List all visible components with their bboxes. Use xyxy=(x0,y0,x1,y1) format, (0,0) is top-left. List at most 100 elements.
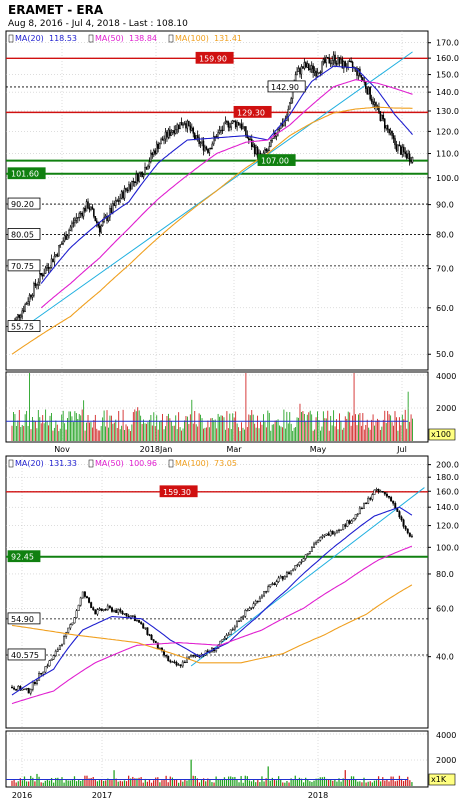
candle-body xyxy=(68,230,70,236)
level-label-box xyxy=(159,485,198,498)
candle-body xyxy=(165,654,168,657)
candle-body xyxy=(52,258,54,263)
candle-body xyxy=(50,258,53,268)
candle-body xyxy=(321,61,323,73)
candle-body xyxy=(230,123,233,128)
candle-body xyxy=(148,634,151,636)
candle-body xyxy=(152,639,155,642)
level-label: 54.90 xyxy=(11,615,34,624)
ma50-line xyxy=(11,545,413,705)
candle-body xyxy=(129,615,132,618)
candle-body xyxy=(340,529,343,531)
candle-body xyxy=(242,616,245,619)
candle-body xyxy=(373,489,376,495)
candle-body xyxy=(75,217,78,221)
candle-body xyxy=(294,565,297,570)
candle-body xyxy=(155,143,158,154)
candle-body xyxy=(94,216,97,222)
candle-body xyxy=(122,191,124,199)
candle-body xyxy=(223,638,226,640)
candle-body xyxy=(229,126,231,128)
candle-body xyxy=(367,87,370,95)
candle-body xyxy=(328,57,330,64)
candle-body xyxy=(350,60,352,63)
candle-body xyxy=(52,655,55,660)
candle-body xyxy=(331,531,334,535)
candle-body xyxy=(313,70,316,73)
candle-body xyxy=(379,491,382,493)
candle-body xyxy=(297,68,300,72)
candle-body xyxy=(354,514,357,519)
y-tick-label: 140.0 xyxy=(436,503,459,512)
candle-body xyxy=(296,71,298,76)
candle-body xyxy=(408,532,411,537)
candle-body xyxy=(231,120,234,124)
candle-body xyxy=(120,191,123,199)
candle-body xyxy=(131,180,133,190)
candle-body xyxy=(281,576,284,580)
candle-body xyxy=(244,610,247,617)
x-tick-label: Jul xyxy=(396,445,407,454)
candle-body xyxy=(322,59,325,63)
candle-body xyxy=(400,145,402,155)
level-label: 107.00 xyxy=(261,157,289,166)
candle-body xyxy=(366,88,368,95)
level-label: 40.575 xyxy=(11,651,39,660)
candle-body xyxy=(102,608,105,611)
candle-body xyxy=(136,174,139,182)
candle-body xyxy=(326,56,329,59)
candle-body xyxy=(132,180,135,183)
candle-body xyxy=(385,125,387,129)
candle-body xyxy=(267,586,270,593)
candle-body xyxy=(140,622,143,624)
candle-body xyxy=(135,620,138,622)
candle-body xyxy=(65,235,67,240)
ma100-line xyxy=(11,106,413,355)
candle-body xyxy=(196,135,199,139)
candle-body xyxy=(63,235,66,242)
candle-body xyxy=(260,595,263,599)
candle-body xyxy=(174,129,177,134)
candle-body xyxy=(279,576,282,579)
legend-ma-value: 118.53 xyxy=(49,34,77,43)
candle-body xyxy=(110,208,113,213)
candle-body xyxy=(65,632,68,637)
candle-body xyxy=(167,129,170,138)
candle-body xyxy=(304,554,307,559)
candle-body xyxy=(300,561,303,563)
y-tick-label: 160.0 xyxy=(436,487,459,496)
candle-body xyxy=(253,144,256,155)
legend-ma-value: 138.84 xyxy=(129,34,157,43)
candle-body xyxy=(85,201,88,212)
candle-body xyxy=(360,507,363,510)
candle-body xyxy=(396,508,399,512)
candle-body xyxy=(146,627,149,635)
candle-body xyxy=(161,138,164,141)
candle-body xyxy=(171,661,174,663)
candle-body xyxy=(177,124,180,130)
candle-body xyxy=(37,281,40,286)
candle-body xyxy=(388,495,390,498)
y-tick-label: 120.0 xyxy=(436,127,459,136)
candle-body xyxy=(15,688,18,691)
candle-body xyxy=(75,610,78,618)
candle-body xyxy=(79,597,82,606)
candle-body xyxy=(258,597,261,603)
candle-body xyxy=(401,146,404,155)
candle-body xyxy=(145,167,148,170)
candle-body xyxy=(263,591,266,597)
candle-body xyxy=(307,63,310,70)
candle-body xyxy=(385,493,388,497)
candle-body xyxy=(25,303,28,305)
candle-body xyxy=(388,128,390,134)
candle-body xyxy=(319,537,322,541)
y-tick-label: 200.0 xyxy=(436,461,459,470)
candle-body xyxy=(254,600,257,605)
candle-body xyxy=(169,660,172,663)
candle-body xyxy=(112,203,114,213)
candle-body xyxy=(316,72,319,77)
candle-body xyxy=(27,688,30,694)
candle-body xyxy=(106,215,108,221)
candle-body xyxy=(123,613,126,615)
candle-body xyxy=(221,129,224,132)
